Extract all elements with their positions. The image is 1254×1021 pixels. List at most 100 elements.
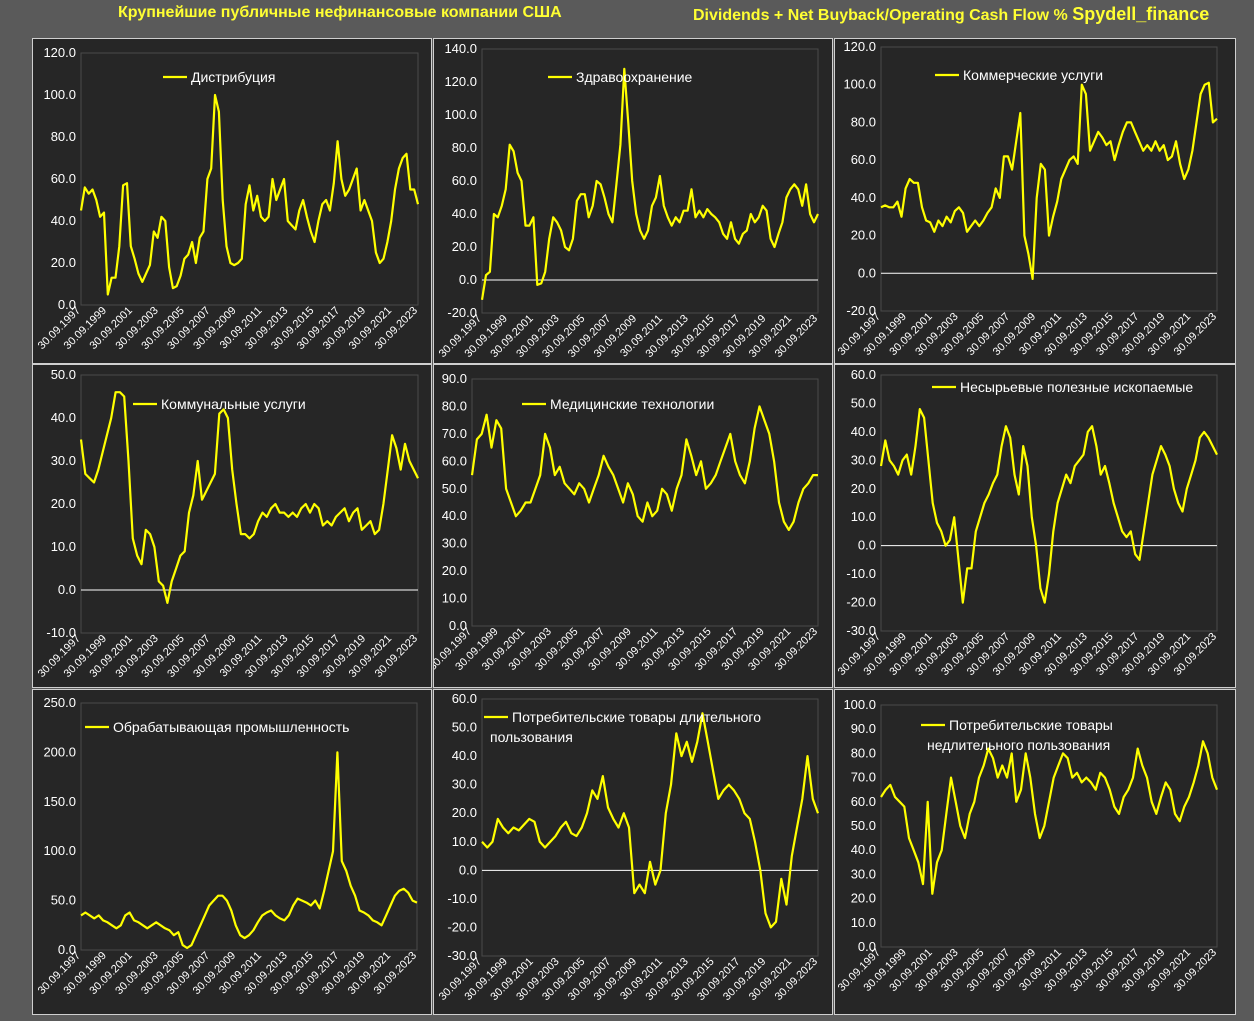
y-tick-label: 30.0 xyxy=(851,452,876,467)
header-title-left: Крупнейшие публичные нефинансовые компан… xyxy=(118,4,562,21)
y-tick-label: 100.0 xyxy=(444,107,477,122)
chart-svg-3: -10.00.010.020.030.040.050.030.09.199730… xyxy=(36,367,420,680)
y-tick-label: 0.0 xyxy=(858,538,876,553)
plot-area xyxy=(80,374,419,634)
y-tick-label: 80.0 xyxy=(442,398,467,413)
y-tick-label: 120.0 xyxy=(43,45,76,60)
y-tick-label: 0.0 xyxy=(58,297,76,312)
plot-area xyxy=(80,52,419,306)
series-line xyxy=(80,751,418,950)
y-tick-label: 200.0 xyxy=(43,744,76,759)
legend-label: Здравоохранение xyxy=(576,69,693,85)
y-tick-label: 70.0 xyxy=(442,426,467,441)
y-tick-label: 10.0 xyxy=(442,591,467,606)
y-tick-label: 60.0 xyxy=(851,152,876,167)
y-tick-label: 50.0 xyxy=(452,720,477,735)
chart-panel-medtech: 0.0 10.0 20.0 30.0 40.0 50.0 60.0 70.0 80.0 90.0 3… xyxy=(433,364,833,688)
chart-panel-healthcare: -20.0 0.0 20.0 40.0 60.0 80.0 100.0 120.0 140.0 3… xyxy=(433,38,833,364)
series-line xyxy=(880,81,1218,280)
y-tick-label: 0.0 xyxy=(58,582,76,597)
y-tick-label: 30.0 xyxy=(452,777,477,792)
legend-label: Дистрибуция xyxy=(191,69,275,85)
y-tick-label: 0.0 xyxy=(459,272,477,287)
plot-area xyxy=(80,702,418,951)
series-line xyxy=(481,712,820,929)
legend-label: Коммерческие услуги xyxy=(963,67,1103,83)
y-tick-label: 50.0 xyxy=(51,893,76,908)
y-tick-label: 10.0 xyxy=(851,509,876,524)
y-tick-label: 80.0 xyxy=(851,745,876,760)
legend-label: Медицинские технологии xyxy=(550,396,714,412)
y-tick-label: 100.0 xyxy=(43,843,76,858)
y-tick-label: 50.0 xyxy=(51,367,76,382)
y-tick-label: 30.0 xyxy=(442,536,467,551)
y-tick-label: -20.0 xyxy=(846,303,876,318)
y-tick-label: 0.0 xyxy=(858,939,876,954)
chart-svg-5: -30.0 -20.0 -10.0 0.0 10.0 20.0 30.0 40.0 50.0 60… xyxy=(836,367,1219,678)
series-line xyxy=(880,740,1219,895)
y-tick-label: 20.0 xyxy=(851,481,876,496)
y-tick-label: 20.0 xyxy=(452,239,477,254)
legend-label: Обрабатывающая промышленность xyxy=(113,719,349,735)
legend-label: Несырьевые полезные ископаемые xyxy=(960,379,1193,395)
chart-panel-distribution: 0.0 20.0 40.0 60.0 80.0 100.0 120.0 30.09.1997 3… xyxy=(32,38,432,364)
y-tick-label: -20.0 xyxy=(846,595,876,610)
chart-svg-4: 0.010.020.030.040.050.060.070.080.090.03… xyxy=(434,371,820,673)
chart-panel-manufacturing: 0.0 50.0 100.0 150.0 200.0 250.0 30.09.1997 30.… xyxy=(32,689,432,1015)
y-tick-label: 120.0 xyxy=(444,74,477,89)
y-tick-label: 20.0 xyxy=(51,255,76,270)
y-tick-label: 250.0 xyxy=(43,695,76,710)
y-tick-label: 10.0 xyxy=(851,915,876,930)
y-tick-label: 30.0 xyxy=(51,453,76,468)
y-tick-label: 70.0 xyxy=(851,770,876,785)
y-tick-label: 20.0 xyxy=(452,805,477,820)
y-tick-label: 60.0 xyxy=(442,453,467,468)
y-tick-label: 50.0 xyxy=(851,395,876,410)
y-tick-label: 80.0 xyxy=(851,114,876,129)
chart-panel-consumer-durables: -30.0 -20.0 -10.0 0.0 10.0 20.0 30.0 40.0 50.0 60… xyxy=(433,689,833,1015)
y-tick-label: 40.0 xyxy=(51,410,76,425)
legend-label: пользования xyxy=(490,729,573,745)
legend-label: Потребительские товары длительного xyxy=(512,709,761,725)
y-tick-label: 120.0 xyxy=(843,39,876,54)
plot-area xyxy=(481,48,819,314)
y-tick-label: 40.0 xyxy=(851,842,876,857)
y-tick-label: -10.0 xyxy=(846,566,876,581)
plot-area xyxy=(481,698,819,957)
chart-panel-commercial-services: -20.0 0.0 20.0 40.0 60.0 80.0 100.0 120.0 30.09.… xyxy=(834,38,1236,364)
y-tick-label: 100.0 xyxy=(43,87,76,102)
y-tick-label: 20.0 xyxy=(851,891,876,906)
y-tick-label: 150.0 xyxy=(43,794,76,809)
series-line xyxy=(879,407,1218,604)
y-tick-label: 40.0 xyxy=(442,508,467,523)
chart-svg-2: -20.00.020.040.060.080.0100.0120.030.09.… xyxy=(836,39,1219,358)
series-line xyxy=(79,391,419,604)
plot-area xyxy=(880,704,1218,948)
y-tick-label: 10.0 xyxy=(452,834,477,849)
brand-label: Spydell_finance xyxy=(1072,4,1210,24)
y-tick-label: -30.0 xyxy=(846,623,876,638)
chart-svg-6: 0.050.0100.0150.0200.0250.030.09.199730.… xyxy=(36,695,419,997)
y-tick-label: 40.0 xyxy=(851,424,876,439)
y-tick-label: 40.0 xyxy=(452,748,477,763)
y-tick-label: 0.0 xyxy=(459,862,477,877)
y-tick-label: 100.0 xyxy=(843,697,876,712)
plot-area xyxy=(471,378,819,627)
series-line xyxy=(480,67,819,300)
y-tick-label: 60.0 xyxy=(851,367,876,382)
chart-panel-nonenergy-minerals: -30.0 -20.0 -10.0 0.0 10.0 20.0 30.0 40.0 50.0 60… xyxy=(834,364,1236,688)
y-tick-label: 60.0 xyxy=(452,173,477,188)
legend-label: Потребительские товары xyxy=(949,717,1113,733)
y-tick-label: 10.0 xyxy=(51,539,76,554)
y-tick-label: 50.0 xyxy=(442,481,467,496)
chart-svg-1: -20.00.020.040.060.080.0100.0120.0140.03… xyxy=(437,41,820,360)
header-subtitle: Dividends + Net Buyback/Operating Cash F… xyxy=(693,7,1068,24)
y-tick-label: 40.0 xyxy=(51,213,76,228)
y-tick-label: 30.0 xyxy=(851,866,876,881)
y-tick-label: 60.0 xyxy=(851,794,876,809)
y-tick-label: 60.0 xyxy=(51,171,76,186)
chart-svg-0: 0.020.040.060.080.0100.0120.030.09.19973… xyxy=(36,45,420,352)
y-tick-label: 40.0 xyxy=(851,190,876,205)
chart-svg-7: -30.0 -20.0 -10.0 0.0 10.0 20.0 30.0 40.0 50.0 60… xyxy=(437,691,820,1003)
chart-panel-utilities: -10.0 0.0 10.0 20.0 30.0 40.0 50.0 30.09.1997 30… xyxy=(32,364,432,688)
